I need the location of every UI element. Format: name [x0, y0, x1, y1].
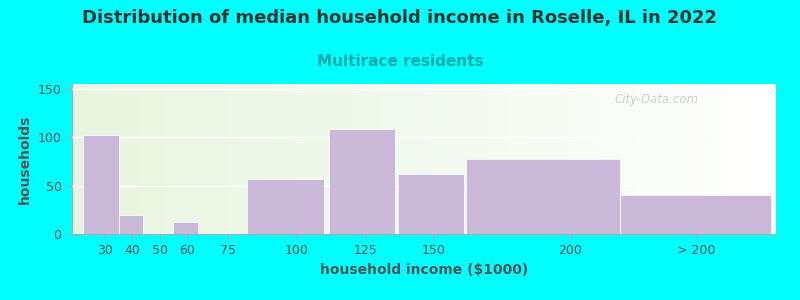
Text: Multirace residents: Multirace residents: [317, 54, 483, 69]
Bar: [118, 214, 143, 234]
Bar: [398, 174, 464, 234]
X-axis label: household income ($1000): household income ($1000): [320, 263, 528, 277]
Bar: [620, 195, 770, 234]
Text: Distribution of median household income in Roselle, IL in 2022: Distribution of median household income …: [82, 9, 718, 27]
Bar: [174, 222, 198, 234]
Bar: [247, 179, 324, 234]
Text: City-Data.com: City-Data.com: [614, 92, 698, 106]
Y-axis label: households: households: [18, 114, 32, 204]
Bar: [83, 135, 118, 234]
Bar: [466, 158, 620, 234]
Bar: [330, 130, 395, 234]
